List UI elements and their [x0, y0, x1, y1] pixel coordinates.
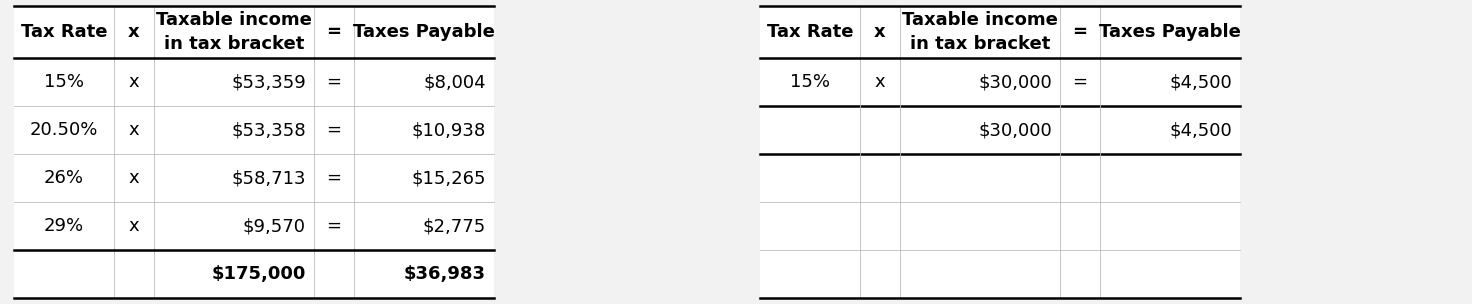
- Text: $2,775: $2,775: [422, 217, 486, 235]
- Bar: [760, 6, 1239, 298]
- Text: $10,938: $10,938: [412, 121, 486, 139]
- Text: $53,358: $53,358: [231, 121, 306, 139]
- Text: =: =: [327, 73, 342, 91]
- Text: $4,500: $4,500: [1169, 73, 1232, 91]
- Text: x: x: [128, 217, 140, 235]
- Text: $58,713: $58,713: [231, 169, 306, 187]
- Text: =: =: [327, 217, 342, 235]
- Text: x: x: [128, 121, 140, 139]
- Text: $36,983: $36,983: [403, 265, 486, 283]
- Text: =: =: [327, 169, 342, 187]
- Text: $175,000: $175,000: [212, 265, 306, 283]
- Text: $9,570: $9,570: [243, 217, 306, 235]
- Text: x: x: [128, 169, 140, 187]
- Text: Tax Rate: Tax Rate: [767, 23, 854, 41]
- Text: =: =: [1073, 73, 1088, 91]
- Text: $4,500: $4,500: [1169, 121, 1232, 139]
- Text: Taxable income
in tax bracket: Taxable income in tax bracket: [902, 11, 1058, 53]
- Text: 15%: 15%: [790, 73, 830, 91]
- Text: Taxable income
in tax bracket: Taxable income in tax bracket: [156, 11, 312, 53]
- Text: $30,000: $30,000: [979, 121, 1052, 139]
- Text: =: =: [327, 121, 342, 139]
- Text: x: x: [128, 73, 140, 91]
- Bar: [15, 6, 495, 298]
- Text: 15%: 15%: [44, 73, 84, 91]
- Text: =: =: [1073, 23, 1088, 41]
- Text: x: x: [874, 73, 885, 91]
- Text: x: x: [128, 23, 140, 41]
- Text: $30,000: $30,000: [979, 73, 1052, 91]
- Text: $53,359: $53,359: [231, 73, 306, 91]
- Text: Tax Rate: Tax Rate: [21, 23, 107, 41]
- Text: 20.50%: 20.50%: [29, 121, 99, 139]
- Text: 26%: 26%: [44, 169, 84, 187]
- Text: Taxes Payable: Taxes Payable: [1100, 23, 1241, 41]
- Text: =: =: [327, 23, 342, 41]
- Text: $15,265: $15,265: [412, 169, 486, 187]
- Text: $8,004: $8,004: [424, 73, 486, 91]
- Text: Taxes Payable: Taxes Payable: [353, 23, 495, 41]
- Text: x: x: [874, 23, 886, 41]
- Text: 29%: 29%: [44, 217, 84, 235]
